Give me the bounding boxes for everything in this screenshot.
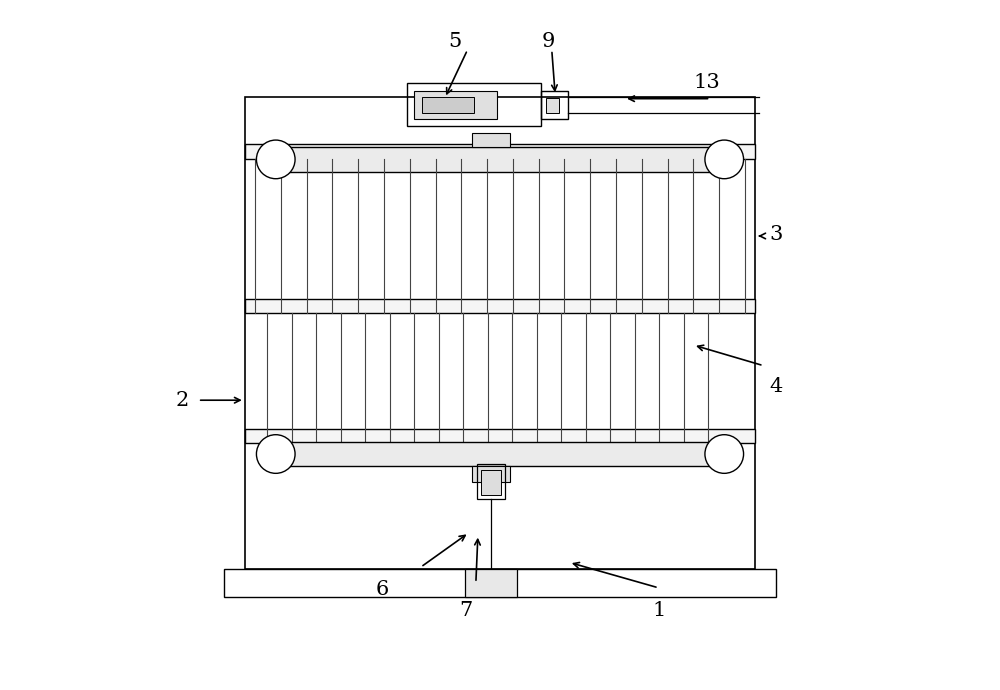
- Bar: [465, 569, 517, 597]
- Text: 4: 4: [769, 377, 783, 396]
- Text: 9: 9: [542, 32, 555, 51]
- Bar: [276, 147, 724, 172]
- Text: 5: 5: [449, 32, 462, 51]
- Bar: [276, 442, 724, 466]
- Bar: [422, 97, 474, 113]
- Text: 13: 13: [694, 73, 720, 92]
- Text: 7: 7: [459, 601, 472, 620]
- Bar: [245, 97, 755, 569]
- Circle shape: [705, 140, 744, 179]
- Circle shape: [256, 435, 295, 473]
- Bar: [541, 91, 568, 119]
- Circle shape: [705, 435, 744, 473]
- Text: 6: 6: [376, 580, 389, 600]
- Bar: [414, 91, 497, 119]
- Bar: [472, 466, 510, 482]
- Text: 3: 3: [769, 225, 783, 244]
- Bar: [245, 429, 755, 443]
- Bar: [245, 144, 755, 159]
- Text: 1: 1: [652, 601, 665, 620]
- Bar: [407, 83, 541, 126]
- Circle shape: [256, 140, 295, 179]
- Bar: [477, 464, 505, 499]
- Text: 2: 2: [176, 391, 189, 410]
- Bar: [472, 133, 510, 147]
- Bar: [546, 98, 559, 113]
- Bar: [245, 299, 755, 313]
- Bar: [224, 569, 776, 597]
- Bar: [481, 470, 501, 495]
